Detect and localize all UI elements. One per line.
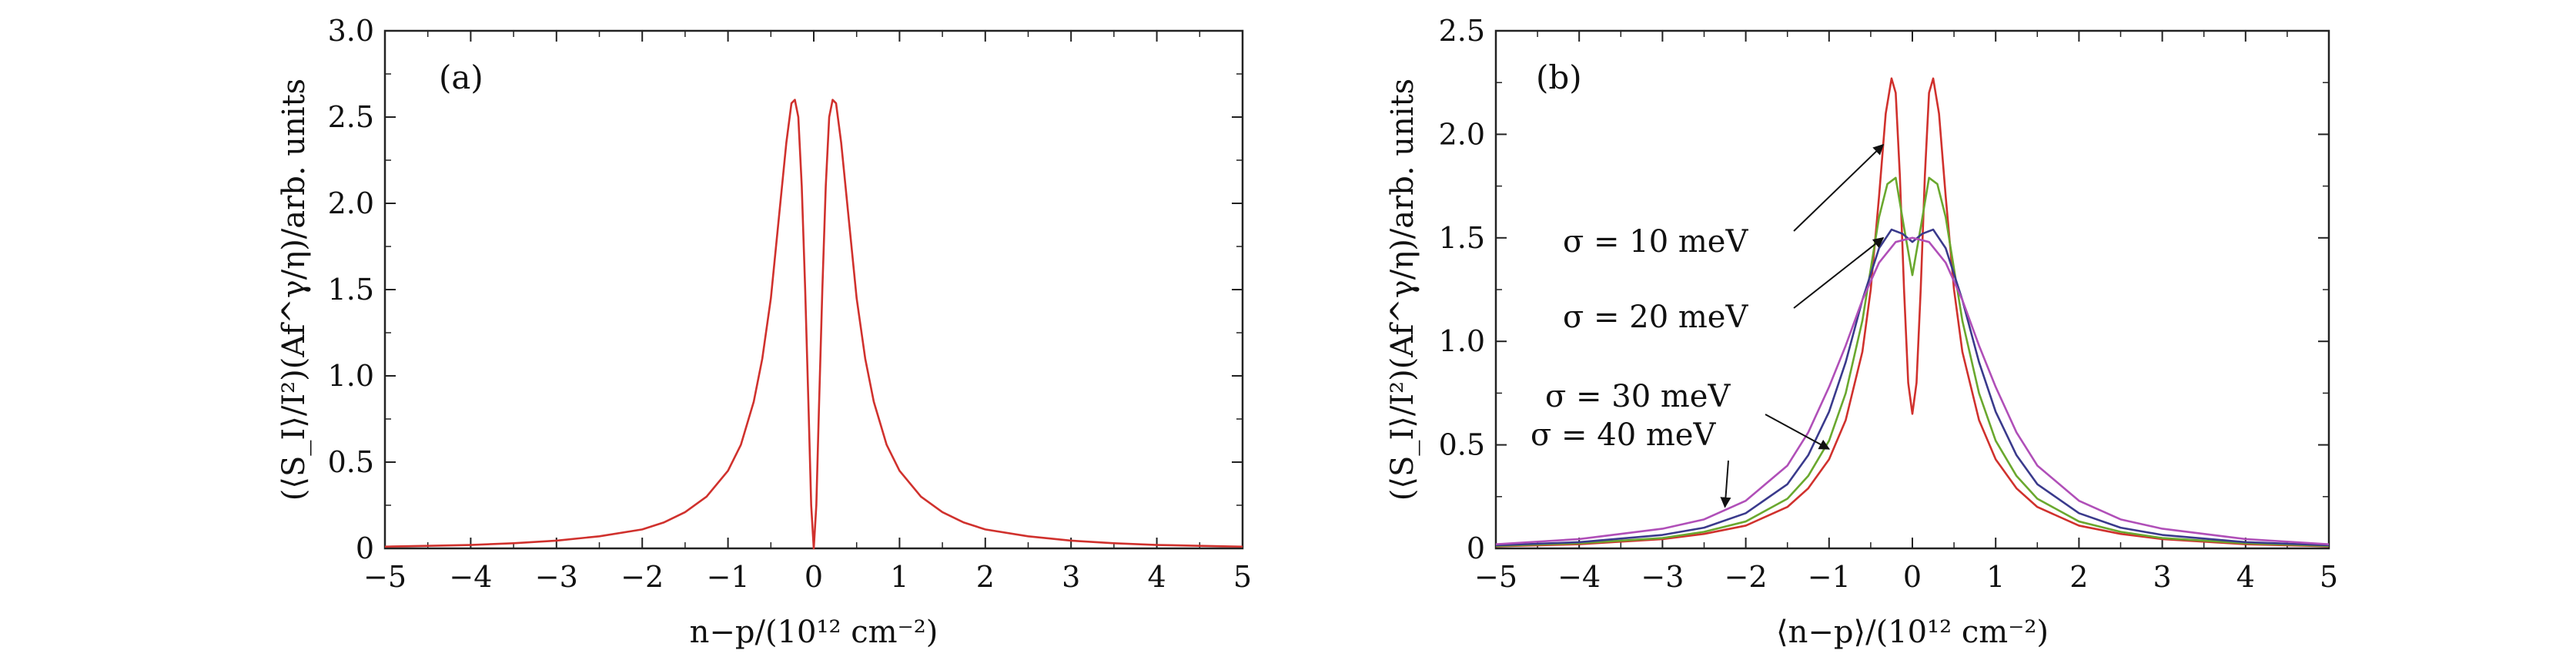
y-tick-label: 0 <box>356 531 374 565</box>
series-line-2 <box>1495 228 2330 547</box>
y-tick-label: 2.0 <box>1439 117 1485 151</box>
x-tick-label: −1 <box>707 560 750 594</box>
series-line-1 <box>1495 176 2330 548</box>
x-axis-label: n−p/(10¹² cm⁻²) <box>690 615 938 650</box>
x-tick-label: 1 <box>1986 560 2005 594</box>
plot-frame <box>383 29 1244 550</box>
x-tick-label: 3 <box>2153 560 2172 594</box>
x-tick-label: −4 <box>449 560 492 594</box>
y-tick-label: 1.0 <box>1439 324 1485 358</box>
y-tick-label: 2.5 <box>1439 14 1485 48</box>
y-axis-label: (⟨S_I⟩/I²)(Af^γ/η)/arb. units <box>276 79 312 501</box>
x-tick-label: −3 <box>1641 560 1684 594</box>
x-axis-label: ⟨n−p⟩/(10¹² cm⁻²) <box>1776 615 2049 650</box>
x-tick-label: −5 <box>1474 560 1517 594</box>
panel-label: (b) <box>1536 59 1582 96</box>
x-tick-label: 5 <box>1233 560 1252 594</box>
panel-a-chart: −5 −4 −3 −2 −1 0 1 2 3 4 5 0 0.5 1.0 1.5 2.0 2.5 3.0 n−p/(… <box>276 14 1252 650</box>
y-tick-label: 1.5 <box>328 273 374 307</box>
series-line-0 <box>1495 77 2330 548</box>
y-axis-label: (⟨S_I⟩/I²)(Af^γ/η)/arb. units <box>1385 79 1420 501</box>
y-tick-label: 0.5 <box>1439 428 1485 462</box>
y-tick-label: 0.5 <box>328 445 374 479</box>
annotation-arrow <box>1765 414 1831 450</box>
series-annotation: σ = 10 meV <box>1563 224 1748 260</box>
plot-frame <box>1494 29 2330 550</box>
panel-label: (a) <box>439 59 483 96</box>
series-annotation: σ = 40 meV <box>1531 417 1716 453</box>
y-tick-label: 1.5 <box>1439 221 1485 255</box>
x-tick-label: −2 <box>621 560 664 594</box>
annotation-arrow <box>1793 236 1885 309</box>
x-tick-label: 0 <box>805 560 823 594</box>
annotation-arrow <box>1793 143 1885 232</box>
series-annotation: σ = 20 meV <box>1563 300 1748 335</box>
annotation-arrow <box>1720 460 1731 508</box>
series-annotation: σ = 30 meV <box>1545 379 1731 414</box>
y-tick-label: 2.5 <box>328 100 374 134</box>
y-tick-label: 3.0 <box>328 14 374 48</box>
y-tick-label: 0 <box>1467 531 1485 565</box>
x-tick-label: 4 <box>1148 560 1166 594</box>
x-tick-label: −4 <box>1557 560 1601 594</box>
x-tick-label: −2 <box>1725 560 1768 594</box>
x-tick-label: 5 <box>2320 560 2338 594</box>
y-tick-label: 1.0 <box>328 359 374 393</box>
series-line-0 <box>384 99 1243 550</box>
x-tick-label: 2 <box>2069 560 2088 594</box>
x-tick-label: −5 <box>363 560 406 594</box>
x-tick-label: −1 <box>1808 560 1851 594</box>
series-line-3 <box>1495 236 2330 545</box>
x-tick-label: 2 <box>976 560 995 594</box>
x-tick-label: 1 <box>890 560 908 594</box>
x-tick-label: 3 <box>1062 560 1080 594</box>
x-tick-label: −3 <box>535 560 578 594</box>
panel-b-chart: −5 −4 −3 −2 −1 0 1 2 3 4 5 0 0.5 1.0 1.5 2.0 2.5 ⟨n−p⟩/(1… <box>1385 14 2338 650</box>
x-tick-label: 0 <box>1903 560 1922 594</box>
x-tick-label: 4 <box>2236 560 2255 594</box>
y-tick-label: 2.0 <box>328 186 374 220</box>
